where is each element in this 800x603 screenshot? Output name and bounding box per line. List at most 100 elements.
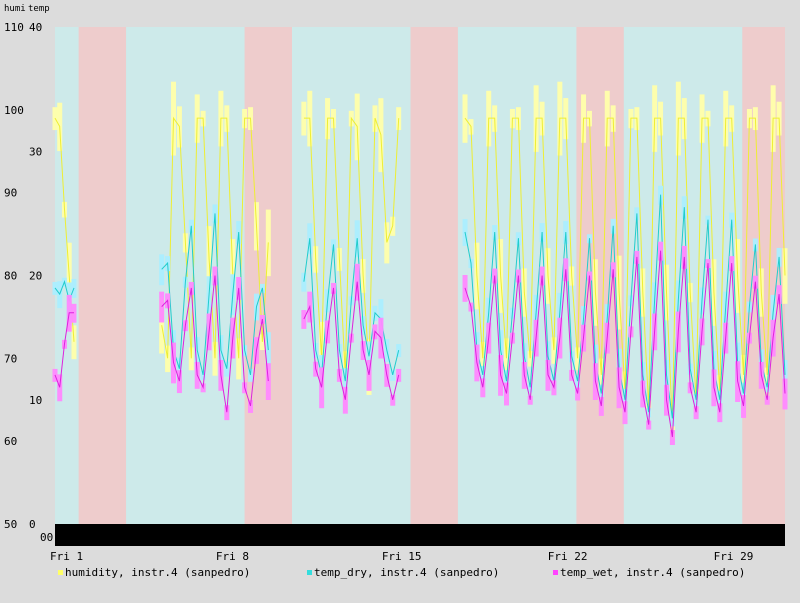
series-0-range-60: [575, 347, 581, 371]
series-1-range-24: [301, 272, 307, 292]
series-1-line-3: [464, 194, 786, 419]
series-0-range-38: [384, 222, 390, 264]
series-2-range-84: [717, 403, 723, 423]
series-2-range-1: [57, 374, 63, 402]
band-weekend-5: [410, 27, 458, 524]
series-0-range-18: [236, 338, 242, 380]
x-tick-2: Fri 15: [382, 550, 422, 563]
series-0-range-95: [782, 248, 788, 304]
series-2-range-64: [598, 397, 604, 416]
series-0-range-14: [212, 341, 218, 376]
temp-axis-title: temp: [28, 4, 50, 14]
temp-tick-30: 30: [29, 145, 42, 158]
legend-label-0: humidity, instr.4 (sanpedro): [65, 566, 250, 579]
x-tick-0: Fri 1: [50, 550, 83, 563]
series-2-range-52: [527, 395, 533, 405]
x-sublabel-3: Mar: [724, 531, 744, 544]
series-2-range-27: [319, 367, 325, 409]
series-layer: [52, 81, 788, 445]
series-0-range-6: [165, 345, 171, 373]
series-0-line-2: [303, 116, 400, 375]
series-2-range-88: [741, 395, 747, 418]
series-0-line-1: [161, 116, 269, 359]
legend-label-2: temp_wet, instr.4 (sanpedro): [560, 566, 745, 579]
series-1-range-8: [176, 357, 182, 381]
series-2-range-24: [301, 310, 307, 329]
series-2-line-3: [464, 250, 786, 438]
series-2-range-44: [480, 378, 486, 398]
series-0-range-56: [551, 337, 557, 364]
legend-swatch-1: [307, 570, 312, 575]
series-2-range-20: [248, 399, 254, 413]
temp-tick-0: 0: [29, 518, 36, 531]
series-1-range-95: [782, 359, 788, 391]
series-2-range-23: [265, 363, 271, 401]
series-2-range-68: [622, 401, 628, 425]
missing-data-bar: [55, 524, 785, 546]
humidity-axis: 50 60 70 80 90 100 110: [4, 21, 24, 531]
legend: humidity, instr.4 (sanpedro) temp_dry, in…: [58, 566, 745, 579]
series-1-line-1: [161, 213, 269, 376]
band-weekend-1: [78, 27, 127, 524]
series-0-range-92: [764, 367, 770, 384]
series-1-range-48: [504, 370, 510, 394]
humidity-tick-110: 110: [4, 21, 24, 34]
series-1-range-31: [342, 368, 348, 396]
humidity-tick-80: 80: [4, 270, 17, 283]
x-tick-4: Fri 29: [714, 550, 754, 563]
x-sublabel-2: Mar: [392, 531, 412, 544]
series-2-range-39: [390, 394, 396, 406]
series-1-range-80: [693, 393, 699, 407]
series-1-range-16: [224, 361, 230, 377]
series-2-range-95: [782, 378, 788, 410]
series-0-range-52: [527, 351, 533, 367]
temp-axis: 0 10 20 30 40: [29, 21, 42, 531]
series-1-range-52: [527, 383, 533, 393]
series-0-range-22: [259, 334, 265, 351]
series-2-line-2: [303, 281, 400, 400]
series-2-range-60: [575, 387, 581, 401]
temp-tick-40: 40: [29, 21, 42, 34]
humidity-tick-60: 60: [4, 435, 17, 448]
series-1-range-5: [159, 254, 165, 286]
series-1-range-23: [265, 332, 271, 369]
series-1-range-64: [598, 384, 604, 404]
humidity-tick-50: 50: [4, 518, 17, 531]
series-2-range-8: [176, 370, 182, 394]
humidity-tick-70: 70: [4, 352, 17, 365]
legend-swatch-2: [553, 570, 558, 575]
series-1-range-39: [390, 369, 396, 381]
series-1-range-88: [741, 382, 747, 406]
series-1-range-44: [480, 365, 486, 385]
humidity-tick-90: 90: [4, 187, 17, 200]
series-0-range-10: [188, 347, 194, 371]
series-2-range-16: [224, 405, 230, 421]
series-0-range-88: [741, 354, 747, 396]
series-1-range-35: [366, 341, 372, 373]
series-2: [52, 241, 788, 445]
temp-tick-10: 10: [29, 394, 42, 407]
series-1-range-12: [200, 370, 206, 380]
series-0-range-64: [598, 358, 604, 393]
series-1-range-60: [575, 375, 581, 389]
series-0-range-44: [480, 341, 486, 376]
series-2-line-1: [161, 275, 269, 413]
series-2-range-80: [693, 406, 699, 420]
series-2-range-5: [159, 291, 165, 323]
series-2-line-0: [54, 312, 74, 388]
legend-swatch-0: [58, 570, 63, 575]
x-tick-1: Fri 8: [216, 550, 249, 563]
x-sublabel-1: Mar: [226, 531, 246, 544]
series-2-range-48: [504, 382, 510, 406]
temp-tick-20: 20: [29, 270, 42, 283]
series-0-range-24: [301, 101, 307, 136]
time-axis: Fri 1 Fri 8 Fri 15 Fri 22 Fri 29 00: Mar Mar Mar: [40, 531, 753, 563]
series-2-range-31: [342, 386, 348, 414]
humidity-tick-100: 100: [4, 104, 24, 117]
series-1-range-84: [717, 390, 723, 410]
series-2-range-72: [646, 420, 652, 430]
series-1-range-76: [669, 411, 675, 427]
series-1-range-68: [622, 388, 628, 412]
